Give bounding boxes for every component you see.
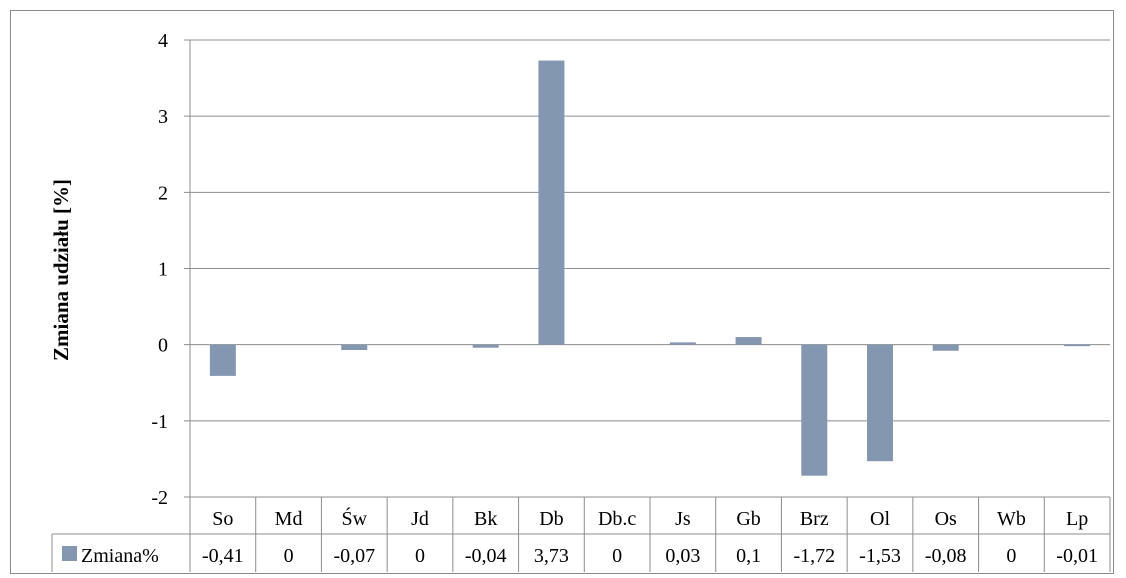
y-tick-label: 3 xyxy=(158,106,168,128)
category-label: Brz xyxy=(800,508,829,530)
y-axis-label: Zmiana udziału [%] xyxy=(49,179,73,361)
bar-So xyxy=(209,344,236,376)
category-label: Lp xyxy=(1066,508,1088,530)
y-tick-label: -2 xyxy=(151,487,168,509)
data-table-value: 0,03 xyxy=(665,545,700,567)
bar-Bk xyxy=(472,344,499,348)
category-label: Św xyxy=(341,506,367,530)
data-table-value: -0,41 xyxy=(202,545,244,567)
category-label: Js xyxy=(675,508,691,530)
legend-series-name: Zmiana% xyxy=(81,545,159,567)
bars xyxy=(209,60,1091,476)
category-label: Wb xyxy=(997,508,1026,530)
data-table-value: 0 xyxy=(1006,545,1016,567)
category-label: Os xyxy=(935,508,957,530)
bar-Os xyxy=(932,344,959,351)
data-table-value: -1,53 xyxy=(859,545,901,567)
data-table-value: 0 xyxy=(284,545,294,567)
bar-Js xyxy=(669,342,696,345)
data-table-value: -0,08 xyxy=(925,545,967,567)
y-tick-label: -1 xyxy=(151,411,168,433)
category-label: Gb xyxy=(736,508,760,530)
data-table: So -0,41 Md 0 Św -0,07 Jd 0 Bk -0,04 Db 3,73 Db.c 0 Js… xyxy=(51,497,1111,572)
y-tick-label: 0 xyxy=(158,335,168,357)
data-table-value: 0,1 xyxy=(736,545,761,567)
bar-Db xyxy=(538,60,565,345)
bar-Św xyxy=(341,344,368,350)
bar-Lp xyxy=(1064,344,1091,347)
data-table-value: 0 xyxy=(415,545,425,567)
category-label: Db.c xyxy=(598,508,636,530)
bar-Brz xyxy=(801,344,828,476)
y-tick-label: 2 xyxy=(158,182,168,204)
category-label: Bk xyxy=(474,508,497,530)
y-axis-tick-labels: 4 3 2 1 0 -1 -2 xyxy=(151,30,168,509)
bar-Ol xyxy=(867,344,893,462)
category-label: Jd xyxy=(411,508,429,530)
y-tick-label: 4 xyxy=(158,30,168,52)
bar-Gb xyxy=(735,337,762,345)
data-table-value: 3,73 xyxy=(534,545,569,567)
data-table-value: -0,01 xyxy=(1056,545,1098,567)
category-label: Db xyxy=(539,508,563,530)
data-table-value: -0,04 xyxy=(465,545,507,567)
category-label: Ol xyxy=(870,508,890,530)
gridlines xyxy=(184,39,1110,498)
data-table-value: -0,07 xyxy=(333,545,375,567)
y-tick-label: 1 xyxy=(158,259,168,281)
data-table-value: -1,72 xyxy=(793,545,835,567)
category-label: So xyxy=(212,508,233,530)
legend-swatch xyxy=(62,546,77,561)
category-label: Md xyxy=(275,508,303,530)
data-table-value: 0 xyxy=(612,545,622,567)
